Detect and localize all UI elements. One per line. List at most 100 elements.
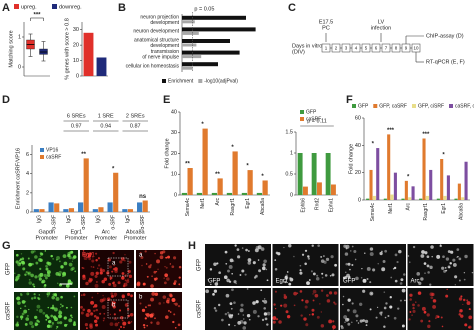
cell <box>49 292 51 294</box>
group-label: Promoter <box>35 235 58 241</box>
cell <box>333 291 338 295</box>
cell <box>22 267 26 271</box>
cell <box>328 319 333 324</box>
bar <box>226 192 233 195</box>
bar <box>211 192 218 195</box>
cell <box>399 299 402 302</box>
cell <box>35 261 39 265</box>
category-label: development <box>150 20 179 26</box>
cell <box>169 263 172 265</box>
cell <box>43 273 47 278</box>
bar <box>454 198 458 200</box>
cell <box>99 267 103 271</box>
cell <box>86 327 88 330</box>
cell <box>312 272 316 276</box>
cell <box>111 301 115 305</box>
cell <box>307 257 310 260</box>
cell <box>33 293 36 296</box>
cell <box>252 309 257 314</box>
micrograph <box>407 244 474 286</box>
x-tick-label: Sema4c <box>185 198 191 217</box>
bar <box>137 202 143 212</box>
cell <box>127 292 131 296</box>
bar <box>404 180 408 200</box>
cell <box>59 321 63 325</box>
cell <box>63 261 68 266</box>
cell <box>124 274 128 277</box>
cell <box>321 272 324 275</box>
cell <box>266 279 269 282</box>
x-tick-label: Ephb6 <box>300 198 306 213</box>
cell <box>393 316 397 320</box>
cell <box>34 323 38 327</box>
cell <box>46 270 51 274</box>
note: p = 0.11 <box>307 118 327 124</box>
bar <box>241 192 248 195</box>
cell <box>411 314 413 316</box>
cell <box>299 290 303 293</box>
group-label: Promoter <box>124 235 147 241</box>
cell <box>255 245 260 250</box>
cell <box>147 304 150 307</box>
cell <box>299 271 303 275</box>
cell <box>417 291 422 295</box>
cell <box>121 272 125 275</box>
cell <box>22 264 24 266</box>
bar <box>107 202 113 212</box>
cell <box>420 277 424 281</box>
cell <box>38 294 40 296</box>
cell <box>460 295 463 298</box>
cell <box>412 245 416 249</box>
cell <box>310 270 313 273</box>
cell <box>89 278 93 282</box>
cell <box>351 302 354 305</box>
cell <box>224 312 228 316</box>
cell <box>340 326 344 330</box>
cell <box>178 265 182 269</box>
cell <box>34 255 38 259</box>
cell <box>437 315 440 319</box>
legend-swatch <box>352 104 356 108</box>
cell <box>347 322 351 326</box>
cell <box>167 301 170 304</box>
category-label: cellular ion homeostasis <box>126 64 180 70</box>
cell <box>207 278 209 281</box>
cell <box>239 274 242 276</box>
cell <box>365 324 368 326</box>
cell <box>421 250 425 254</box>
x-tick-label: Ephx1 <box>328 198 334 212</box>
cell <box>266 311 271 316</box>
cell <box>55 297 60 301</box>
cell <box>328 291 333 295</box>
cell <box>332 320 335 323</box>
cell <box>223 275 228 280</box>
category-label: neuron projection <box>140 14 179 20</box>
cell <box>156 321 160 325</box>
cell <box>60 303 62 306</box>
cell <box>72 255 77 259</box>
cell <box>166 299 170 304</box>
cell <box>346 318 350 321</box>
cell <box>364 252 366 255</box>
cell <box>103 277 108 281</box>
cell <box>233 301 236 304</box>
cell <box>91 259 95 263</box>
cell <box>398 249 402 254</box>
cell <box>428 320 431 323</box>
cell <box>210 283 212 286</box>
inset-box <box>107 257 129 277</box>
cell <box>283 303 288 308</box>
cell <box>283 295 288 299</box>
cell <box>431 255 433 258</box>
cell <box>468 315 473 320</box>
panel-label: B <box>118 2 126 14</box>
cell <box>94 303 98 308</box>
cell <box>342 295 345 298</box>
cell <box>46 316 50 319</box>
bar <box>446 175 450 200</box>
cell <box>159 251 164 255</box>
cell <box>56 258 58 261</box>
cell <box>45 264 48 268</box>
bar <box>33 209 39 212</box>
